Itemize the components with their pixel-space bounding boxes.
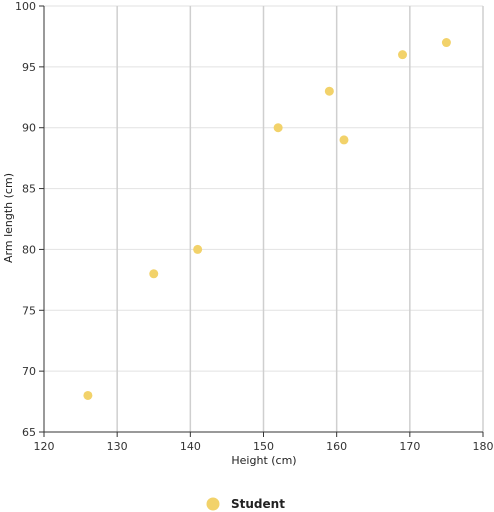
legend-marker-student [206,497,220,511]
data-point [83,390,93,400]
data-point [441,38,451,48]
x-tick-label: 130 [107,440,128,453]
x-tick-label: 140 [180,440,201,453]
data-point [149,269,159,279]
data-point [324,86,334,96]
data-point [339,135,349,145]
y-tick-label: 75 [22,304,36,317]
y-axis-title: Arm length (cm) [2,173,15,263]
legend-label-student: Student [231,497,285,511]
y-tick-label: 90 [22,122,36,135]
data-point [193,244,203,254]
x-axis-title: Height (cm) [231,454,296,467]
data-points [83,38,451,400]
y-tick-label: 85 [22,183,36,196]
x-tick-label: 160 [326,440,347,453]
axes [39,5,484,437]
x-tick-label: 150 [253,440,274,453]
x-tick-label: 120 [34,440,55,453]
data-point [273,123,283,133]
x-tick-label: 170 [399,440,420,453]
legend[interactable]: Student [206,497,286,511]
y-tick-label: 70 [22,365,36,378]
data-point [398,50,408,60]
y-tick-label: 80 [22,243,36,256]
tick-labels: 65 70 75 80 85 90 95 100 120 130 140 150 160 170 180 [15,0,494,453]
x-tick-label: 180 [473,440,494,453]
grid [44,5,484,432]
y-tick-label: 65 [22,426,36,439]
y-tick-label: 100 [15,0,36,13]
y-tick-label: 95 [22,61,36,74]
